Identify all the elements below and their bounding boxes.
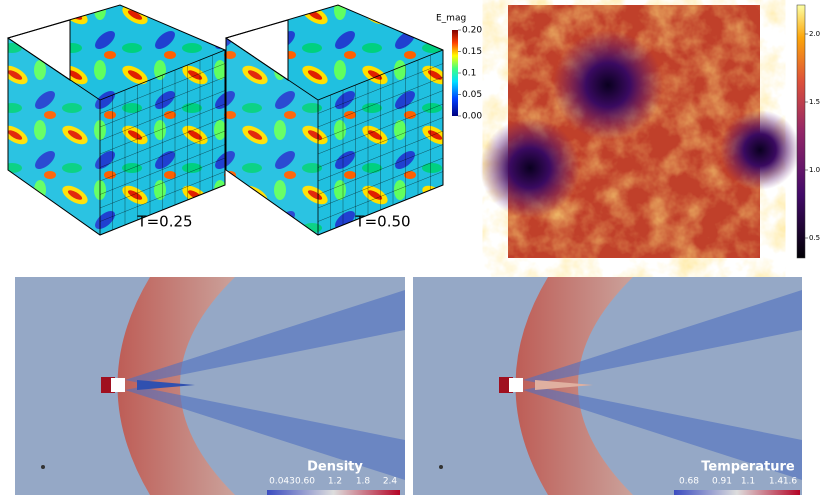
colorbar [674, 490, 800, 495]
tick-label: 0.00 [462, 112, 482, 122]
tick-label: 1.4 [769, 477, 784, 487]
colorbar [452, 30, 458, 116]
time-label: T=0.25 [136, 213, 192, 231]
emag-colorbar: E_mag 0.20 0.15 0.1 0.05 0.00 [436, 14, 482, 122]
tick-label: 0.68 [679, 477, 699, 487]
tick-label: 0.1 [462, 69, 476, 79]
mesh-line [317, 144, 444, 195]
cube: T=0.50 [224, 4, 444, 236]
colorbar [796, 4, 806, 259]
colorbar-title: E_mag [436, 14, 466, 24]
tick-label: 0.05 [462, 90, 482, 100]
vortex [553, 30, 663, 140]
cube-edge [7, 4, 226, 236]
mesh-line [317, 171, 444, 222]
vortex [720, 110, 800, 190]
cube-renderings: T=0.25 T=0.50 [5, 0, 483, 242]
cube-face [288, 5, 443, 100]
wake [535, 380, 593, 390]
colorbar-title: Density [307, 460, 363, 475]
tick-label: 1.2 [328, 477, 342, 487]
tick-label: 2.4 [383, 477, 398, 487]
flow-panel: Density 0.043 0.60 1.2 1.8 2.4 [15, 277, 405, 495]
tick-label: 0.60 [295, 477, 315, 487]
tick-label: 0.5 [809, 234, 820, 242]
expansion-wave [125, 290, 405, 383]
tick-label: 2.0 [809, 30, 820, 38]
flow-panels: Density 0.043 0.60 1.2 1.8 2.4 Temperature0.68… [15, 277, 802, 495]
tick-label: 1.6 [783, 477, 798, 487]
mesh-line [99, 171, 226, 222]
colorbar [267, 490, 400, 495]
tick-label: 1.8 [356, 477, 371, 487]
cube-face [70, 5, 225, 100]
tick-label: 0.043 [269, 477, 295, 487]
tick-label: 1.5 [809, 98, 820, 106]
cube: T=0.25 [6, 4, 226, 236]
expansion-wave [125, 387, 405, 480]
tick-label: 1.1 [741, 477, 755, 487]
mesh-line [317, 130, 444, 182]
cube-edge [225, 4, 444, 236]
expansion-wave [523, 290, 802, 383]
body [509, 378, 523, 392]
cube-edge [225, 37, 444, 235]
mesh-line [317, 157, 444, 209]
expansion-wave [523, 387, 802, 480]
time-label: T=0.50 [354, 213, 410, 231]
cube-edge [7, 37, 226, 235]
vortex [480, 118, 580, 218]
mesh-line [99, 157, 226, 209]
turbulence-panel [480, 4, 806, 259]
mesh-line [99, 144, 226, 195]
tick-label: 0.15 [462, 47, 482, 57]
axis-triad [41, 465, 45, 469]
mesh-line [99, 130, 226, 182]
turbulence-colorbar: 2.0 1.5 1.0 0.5 [805, 30, 820, 242]
tick-label: 0.20 [462, 26, 482, 36]
body [111, 378, 125, 392]
colorbar-title: Temperature [701, 460, 795, 475]
tick-label: 0.91 [712, 477, 732, 487]
wake [137, 380, 195, 390]
tick-label: 1.0 [809, 166, 820, 174]
axis-triad [439, 465, 443, 469]
